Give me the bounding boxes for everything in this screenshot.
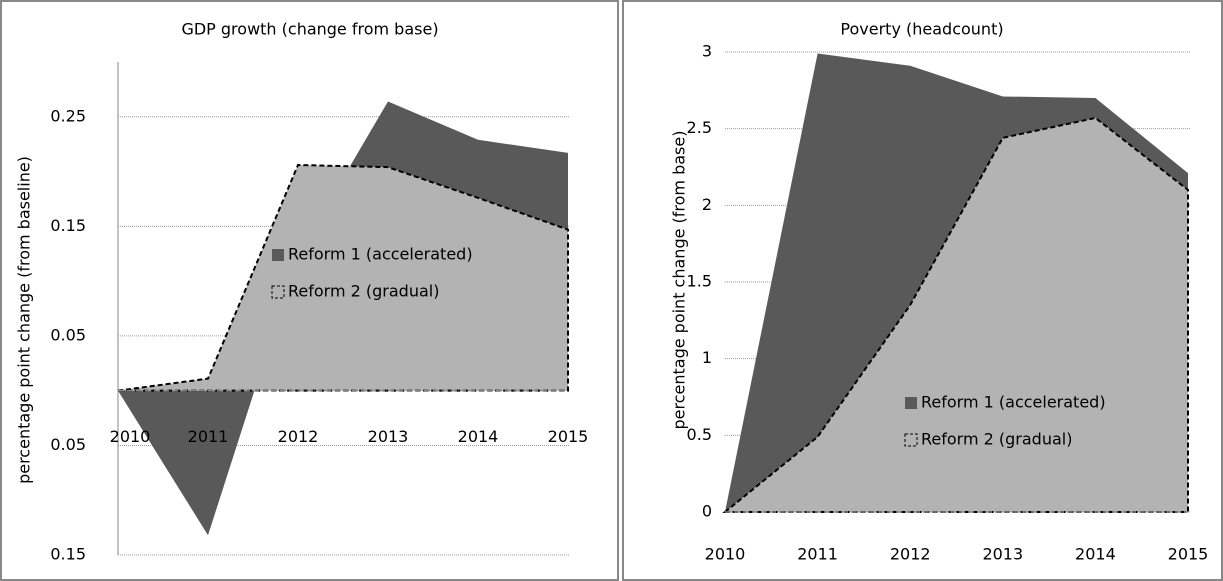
x-tick-label: 2011 — [797, 545, 838, 564]
area-series — [117, 163, 569, 392]
x-tick-label: 2014 — [1075, 545, 1116, 564]
area-series — [722, 116, 1189, 513]
legend-label: Reform 2 (gradual) — [921, 430, 1072, 449]
y-tick-label: 1.5 — [687, 272, 712, 291]
x-tick-label: 2010 — [110, 427, 151, 446]
legend-label: Reform 1 (accelerated) — [288, 245, 473, 264]
legend-swatch — [905, 397, 917, 409]
y-tick-label: 0.15 — [50, 216, 86, 235]
x-tick-label: 2014 — [458, 427, 499, 446]
y-tick-label: 0.5 — [687, 425, 712, 444]
x-tick-label: 2015 — [548, 427, 589, 446]
x-tick-label: 2012 — [278, 427, 319, 446]
legend-label: Reform 1 (accelerated) — [921, 393, 1106, 412]
x-tick-label: 2013 — [368, 427, 409, 446]
legend-label: Reform 2 (gradual) — [288, 282, 439, 301]
y-tick-label: 3 — [702, 42, 712, 61]
x-tick-label: 2012 — [890, 545, 931, 564]
chart-title: GDP growth (change from base) — [181, 20, 438, 39]
x-tick-label: 2015 — [1168, 545, 1209, 564]
legend-swatch — [271, 285, 285, 299]
y-tick-label: 0.25 — [50, 106, 86, 125]
chart-title: Poverty (headcount) — [840, 20, 1003, 39]
y-tick-label: 2 — [702, 195, 712, 214]
y-tick-label: 1 — [702, 348, 712, 367]
x-tick-label: 2010 — [705, 545, 746, 564]
y-tick-label: 0.15 — [50, 545, 86, 564]
legend-swatch — [904, 433, 918, 447]
y-tick-label: 2.5 — [687, 118, 712, 137]
y-tick-label: 0.05 — [50, 325, 86, 344]
y-tick-label: 0 — [702, 502, 712, 521]
x-tick-label: 2011 — [188, 427, 229, 446]
y-tick-label: 0.05 — [50, 435, 86, 454]
y-axis-title: percentage point change (from base) — [670, 131, 689, 430]
legend-swatch — [272, 249, 284, 261]
y-axis-title: percentage point change (from baseline) — [15, 156, 34, 484]
x-tick-label: 2013 — [982, 545, 1023, 564]
